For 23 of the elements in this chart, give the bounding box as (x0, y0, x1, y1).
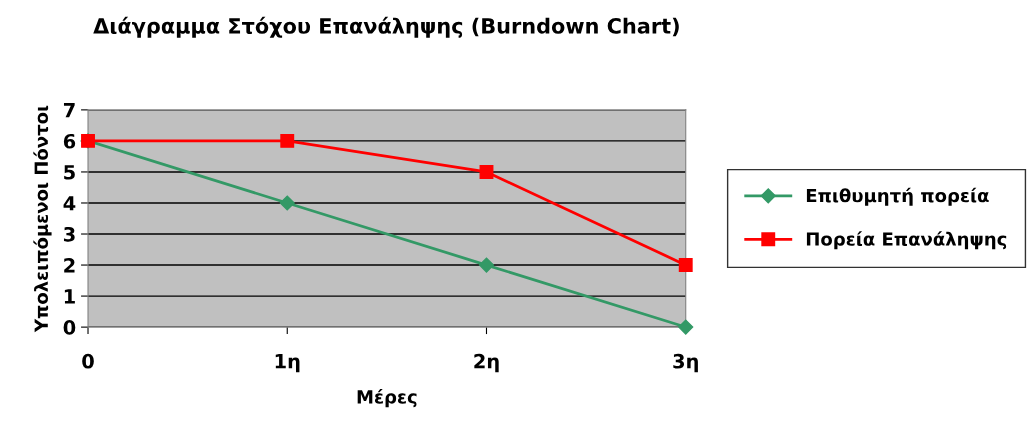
chart-title: Διάγραμμα Στόχου Επανάληψης (Burndown Chart) (93, 16, 679, 38)
point (478, 257, 495, 273)
x-tick-label: 3η (673, 353, 698, 373)
point (280, 133, 295, 148)
y-axis-title: Υπολειπόμενοι Πόντοι (33, 105, 52, 333)
x-tick-label: 1η (275, 354, 300, 373)
point (678, 319, 694, 335)
x-axis-title: Μέρες (357, 388, 417, 408)
x-tick-label: 0 (82, 353, 94, 369)
point (479, 165, 494, 179)
y-tick-label: 6 (63, 133, 76, 149)
point (678, 258, 693, 272)
legend-label: Επιθυμητή πορεία (806, 187, 989, 206)
y-tick-label: 5 (64, 165, 75, 180)
y-tick-label: 4 (63, 196, 76, 211)
y-tick-label: 1 (64, 289, 75, 304)
x-tick-label: 2η (474, 353, 499, 373)
y-tick-label: 2 (64, 258, 75, 273)
point (279, 195, 295, 211)
legend-label: Πορεία Επανάληψης (806, 231, 1007, 250)
y-tick-label: 7 (63, 103, 75, 118)
y-tick-label: 0 (63, 320, 76, 335)
y-tick-label: 3 (63, 226, 75, 242)
